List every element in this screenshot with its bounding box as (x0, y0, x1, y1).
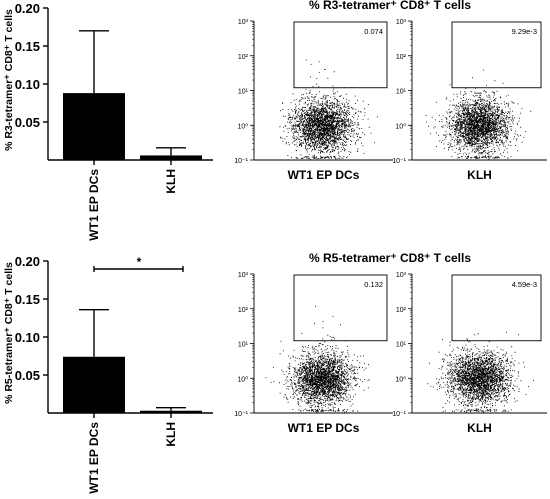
flow-y-tick-label: 10⁰ (237, 375, 248, 383)
flow-y-tick-label: 10³ (396, 19, 407, 26)
y-tick-label: 0.20 (15, 1, 40, 16)
y-axis-label: % R5-tetramer⁺ CD8⁺ T cells (3, 262, 15, 404)
y-tick-label: 0.15 (15, 39, 40, 54)
flow-y-tick-label: 10¹ (238, 89, 249, 96)
x-tick-label: KLH (164, 169, 178, 194)
flow-gate-value: 0.132 (364, 280, 383, 289)
y-tick-label: 0.15 (15, 292, 40, 307)
flow-y-tick-label: 10⁰ (395, 122, 406, 130)
flow-y-tick-label: 10⁻¹ (234, 411, 248, 418)
flow-x-label: KLH (467, 168, 492, 182)
flow-gate (293, 274, 388, 342)
flow-gate (451, 21, 542, 89)
bar (140, 410, 202, 413)
flow-events (427, 331, 534, 413)
flow-plots-r5: % R5-tetramer⁺ CD8⁺ T cells 10⁻¹ 10⁰ 10¹ 10²… (234, 251, 547, 435)
y-tick-label: 0.10 (15, 77, 40, 92)
flow-plots-r3: % R3-tetramer⁺ CD8⁺ T cells 10⁻¹ 10⁰ 10¹ 10²… (234, 0, 547, 182)
flow-y-tick-label: 10⁰ (395, 375, 406, 383)
bar-chart-r3: % R3-tetramer⁺ CD8⁺ T cells 0.05 0.10 0.15 0… (3, 1, 213, 241)
flow-y-tick-label: 10¹ (396, 342, 407, 349)
bar (63, 356, 125, 413)
flow-gate-value: 0.074 (364, 27, 383, 36)
flow-y-tick-label: 10¹ (238, 342, 249, 349)
flow-x-label: KLH (467, 421, 492, 435)
y-axis-label: % R3-tetramer⁺ CD8⁺ T cells (3, 9, 15, 151)
flow-y-tick-label: 10³ (396, 272, 407, 279)
x-tick-label: WT1 EP DCs (87, 422, 101, 494)
flow-gate-value: 9.29e-3 (512, 27, 537, 36)
bar (63, 93, 125, 160)
flow-events (279, 59, 378, 160)
x-tick-label: KLH (164, 422, 178, 447)
flow-y-tick-label: 10⁻¹ (234, 158, 248, 165)
flow-y-tick-label: 10⁻¹ (392, 411, 406, 418)
flow-events (425, 69, 532, 160)
flow-y-tick-label: 10² (396, 54, 407, 61)
flow-y-tick-label: 10² (238, 54, 249, 61)
y-tick-label: 0.05 (15, 115, 40, 130)
y-tick-label: 0.05 (15, 368, 40, 383)
flow-gate-value: 4.59e-3 (512, 280, 537, 289)
flow-y-tick-label: 10³ (238, 19, 249, 26)
flow-events (265, 305, 370, 413)
flow-y-tick-label: 10² (396, 307, 407, 314)
flow-x-label: WT1 EP DCs (288, 168, 360, 182)
bar (140, 155, 202, 160)
flow-gate (293, 21, 388, 89)
y-tick-label: 0.10 (15, 330, 40, 345)
flow-y-tick-label: 10⁻¹ (392, 158, 406, 165)
flow-x-label: WT1 EP DCs (288, 421, 360, 435)
flow-gate (451, 274, 542, 342)
x-tick-label: WT1 EP DCs (87, 169, 101, 241)
significance-label: * (137, 255, 142, 269)
flow-y-tick-label: 10³ (238, 272, 249, 279)
bar-chart-r5: % R5-tetramer⁺ CD8⁺ T cells 0.05 0.10 0.15 0… (3, 254, 213, 494)
flow-title: % R3-tetramer⁺ CD8⁺ T cells (309, 0, 471, 12)
y-tick-label: 0.20 (15, 254, 40, 269)
flow-y-tick-label: 10⁰ (237, 122, 248, 130)
flow-y-tick-label: 10¹ (396, 89, 407, 96)
flow-y-tick-label: 10² (238, 307, 249, 314)
flow-title: % R5-tetramer⁺ CD8⁺ T cells (309, 251, 471, 265)
